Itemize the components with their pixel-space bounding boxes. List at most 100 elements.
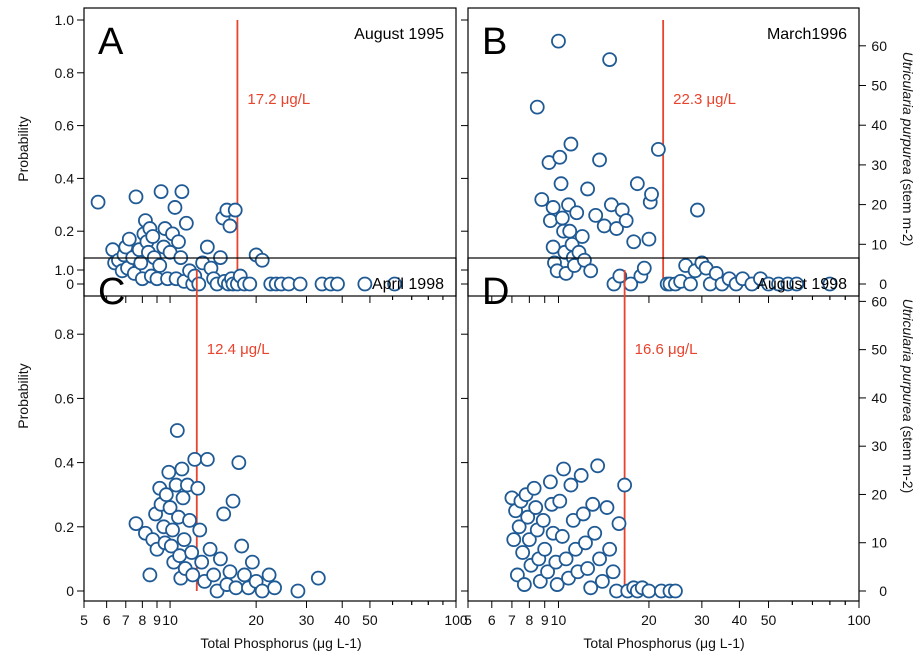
data-point [330, 276, 345, 292]
data-point [629, 176, 645, 192]
data-point [175, 490, 191, 506]
data-point [521, 532, 537, 548]
data-point [244, 554, 260, 570]
x-tick-label: 100 [444, 612, 468, 628]
x-tick-label: 10 [551, 612, 567, 628]
data-point [194, 554, 210, 570]
data-point [199, 451, 215, 467]
data-point [574, 229, 590, 244]
y-tick-label: 0.2 [55, 223, 75, 239]
y2-tick-label: 40 [871, 390, 887, 406]
x-tick-label: 10 [162, 612, 178, 628]
data-point [556, 461, 571, 477]
y2-tick-label: 0 [879, 583, 887, 599]
data-point [121, 231, 137, 247]
data-point [549, 577, 565, 592]
plot-frame [467, 257, 860, 602]
data-point [626, 234, 642, 250]
data-point [290, 583, 306, 599]
data-point [190, 480, 206, 496]
data-point [585, 496, 601, 512]
data-point [545, 239, 561, 255]
ylabel-bottom: Probability [15, 363, 31, 428]
data-point [612, 268, 628, 284]
y2-tick-label: 60 [871, 38, 887, 54]
y2-tick-label: 20 [871, 197, 887, 213]
data-point [605, 564, 621, 580]
data-point [506, 532, 522, 548]
plot-frame [467, 7, 860, 297]
x-tick-label: 5 [80, 612, 88, 628]
data-point [609, 221, 624, 236]
x-tick-label: 8 [525, 612, 533, 628]
threshold-label: 12.4 μg/L [207, 341, 270, 358]
panel-title: August 1995 [354, 26, 444, 43]
data-point [182, 512, 197, 528]
xlabel-right: Total Phosphorus (μg L-1) [583, 635, 744, 651]
panel-A: 0 0.2 0.4 0.6 0.8 1.0 17.2 μg/L A August 1995 [55, 7, 457, 303]
y2label-units: (stem m-2) [900, 422, 916, 494]
y-tick-label: 1.0 [55, 262, 75, 278]
data-point [641, 231, 657, 247]
x-tick-label: 8 [138, 612, 146, 628]
y2-tick-label: 30 [871, 157, 887, 173]
x-tick-label: 100 [847, 612, 871, 628]
data-point [590, 458, 606, 474]
data-point [569, 205, 585, 221]
x-tick-label: 50 [362, 612, 378, 628]
data-point [206, 567, 222, 583]
data-point [165, 522, 180, 538]
data-point [242, 276, 258, 292]
data-point [184, 545, 200, 560]
x-tick-label: 20 [248, 612, 264, 628]
y2label-top: Utricularia purpurea (stem m-2) [900, 52, 916, 247]
data-point [511, 519, 527, 535]
y2-tick-label: 0 [879, 276, 887, 292]
y2-tick-label: 50 [871, 78, 887, 94]
data-point [526, 480, 542, 496]
data-point [588, 207, 604, 223]
panel-title: August 1998 [757, 276, 847, 293]
data-point [172, 548, 188, 564]
x-tick-label: 30 [299, 612, 315, 628]
data-point [267, 580, 282, 596]
ylabel-top: Probability [15, 116, 31, 181]
y2-tick-label: 10 [871, 236, 887, 252]
panel-letter: B [482, 21, 507, 63]
threshold-label: 16.6 μg/L [635, 341, 698, 358]
data-point [580, 181, 595, 197]
data-point [617, 477, 633, 493]
panel-B: 0 10 20 30 40 50 60 22.3 μg/L B March1996 [461, 7, 887, 303]
y-tick-label: 0 [66, 276, 74, 292]
data-point [528, 500, 544, 515]
data-point [532, 573, 548, 589]
data-point [216, 506, 232, 522]
x-tick-label: 30 [694, 612, 710, 628]
xlabel-left: Total Phosphorus (μg L-1) [200, 635, 361, 651]
data-point [237, 567, 252, 583]
data-point [292, 276, 308, 292]
data-point [611, 516, 627, 531]
y2label-units: (stem m-2) [900, 175, 916, 247]
data-point [261, 567, 277, 583]
data-point [690, 202, 705, 218]
data-point [387, 276, 403, 292]
data-point [227, 202, 243, 218]
y2label-bottom: Utricularia purpurea (stem m-2) [900, 299, 916, 494]
data-point [254, 583, 270, 599]
data-point [234, 538, 250, 554]
data-point [551, 33, 566, 49]
panel-title: April 1998 [372, 276, 444, 293]
data-point [553, 176, 569, 192]
x-tick-label: 6 [488, 612, 496, 628]
data-point [191, 276, 207, 292]
x-tick-label: 9 [153, 612, 161, 628]
data-point [90, 194, 106, 210]
x-tick-label: 40 [732, 612, 748, 628]
y2-tick-label: 40 [871, 117, 887, 133]
data-point [515, 545, 531, 560]
data-point [618, 213, 634, 229]
data-point [573, 468, 589, 483]
